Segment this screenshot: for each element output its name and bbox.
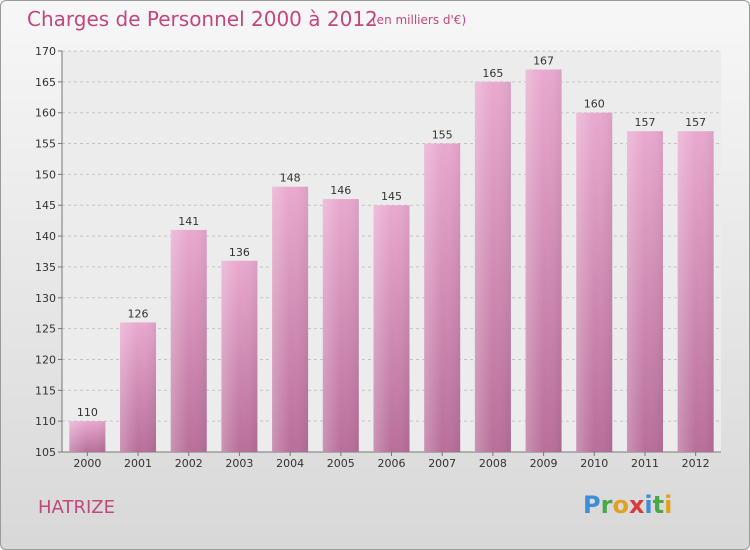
- chart-subtitle: (en milliers d'€): [372, 13, 467, 27]
- logo-letter: i: [644, 491, 653, 519]
- x-tick-label: 2010: [580, 457, 608, 470]
- y-tick-label: 150: [35, 168, 56, 181]
- bar-value-label: 160: [584, 98, 605, 111]
- bar-value-label: 110: [77, 406, 98, 419]
- y-tick-label: 120: [35, 353, 56, 366]
- proxiti-logo: Proxiti: [583, 491, 672, 519]
- bar-value-label: 157: [685, 116, 706, 129]
- bar-shading: [373, 205, 410, 452]
- x-tick-label: 2004: [276, 457, 304, 470]
- bar-shading: [626, 131, 663, 452]
- y-tick-label: 155: [35, 138, 56, 151]
- bar-shading: [69, 421, 106, 452]
- bar-value-label: 145: [381, 190, 402, 203]
- x-tick-label: 2005: [327, 457, 355, 470]
- y-tick-label: 125: [35, 323, 56, 336]
- y-tick-label: 115: [35, 384, 56, 397]
- y-tick-label: 165: [35, 76, 56, 89]
- logo-letter: x: [628, 491, 645, 519]
- x-tick-label: 2008: [479, 457, 507, 470]
- x-tick-label: 2006: [378, 457, 406, 470]
- bar-shading: [474, 81, 511, 452]
- bar-shading: [525, 69, 562, 452]
- bar-value-label: 136: [229, 246, 250, 259]
- bar-shading: [322, 199, 359, 452]
- bar-value-label: 165: [482, 67, 503, 80]
- bar-value-label: 126: [128, 307, 149, 320]
- chart-title: Charges de Personnel 2000 à 2012: [27, 7, 378, 31]
- y-tick-label: 110: [35, 415, 56, 428]
- y-tick-label: 160: [35, 107, 56, 120]
- x-tick-label: 2009: [530, 457, 558, 470]
- logo-letter: o: [612, 491, 629, 519]
- bar-shading: [120, 322, 157, 452]
- x-tick-label: 2001: [124, 457, 152, 470]
- x-tick-label: 2002: [175, 457, 203, 470]
- x-tick-label: 2000: [73, 457, 101, 470]
- bar-shading: [272, 186, 309, 452]
- logo-letter: r: [600, 491, 613, 519]
- logo-letter: i: [664, 491, 673, 519]
- bar-value-label: 157: [634, 116, 655, 129]
- bar-shading: [677, 131, 714, 452]
- bar-value-label: 148: [280, 172, 301, 185]
- bar-value-label: 155: [432, 129, 453, 142]
- x-tick-label: 2003: [225, 457, 253, 470]
- commune-name: HATRIZE: [38, 497, 115, 518]
- bar-shading: [424, 143, 461, 453]
- logo-letter: t: [652, 491, 665, 519]
- bar-shading: [576, 112, 613, 452]
- bar-shading: [221, 260, 258, 452]
- y-tick-label: 145: [35, 199, 56, 212]
- bar-shading: [170, 229, 207, 452]
- bar-value-label: 141: [178, 215, 199, 228]
- y-tick-label: 130: [35, 292, 56, 305]
- y-tick-label: 105: [35, 446, 56, 459]
- x-tick-label: 2011: [631, 457, 659, 470]
- bar-value-label: 167: [533, 55, 554, 68]
- y-tick-label: 170: [35, 45, 56, 58]
- y-tick-label: 135: [35, 261, 56, 274]
- y-tick-label: 140: [35, 230, 56, 243]
- x-tick-label: 2012: [682, 457, 710, 470]
- bar-value-label: 146: [330, 184, 351, 197]
- logo-letter: P: [583, 491, 601, 519]
- x-tick-label: 2007: [428, 457, 456, 470]
